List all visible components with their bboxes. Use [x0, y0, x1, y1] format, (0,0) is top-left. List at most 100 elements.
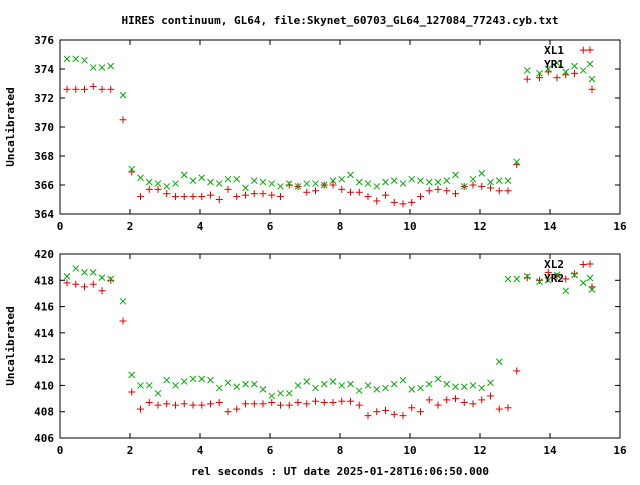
upper-point-yr1 [355, 178, 363, 186]
upper-series-yr1 [63, 55, 596, 192]
upper-point-xl1 [137, 193, 144, 201]
upper-point-xl1 [364, 193, 372, 201]
lower-point-xl2 [189, 401, 197, 409]
x-axis-label: rel seconds : UT date 2025-01-28T16:06:5… [191, 465, 489, 478]
lower-point-xl2 [571, 270, 578, 278]
lower-point-yr2 [294, 382, 302, 389]
lower-point-yr2 [487, 379, 494, 387]
upper-point-xl1 [259, 190, 267, 198]
lower-point-xl2 [579, 261, 587, 269]
lower-point-yr2 [443, 380, 451, 388]
lower-y-axis-label: Uncalibrated [4, 306, 17, 385]
upper-y-tick-label: 366 [34, 179, 54, 192]
lower-x-tick-label: 2 [127, 444, 134, 457]
upper-legend-label-xl1: XL1 [544, 44, 564, 57]
lower-x-tick-label: 6 [267, 444, 274, 457]
upper-y-axis-label: Uncalibrated [4, 87, 17, 166]
upper-point-xl1 [303, 188, 311, 196]
upper-point-xl1 [172, 193, 179, 201]
lower-point-xl2 [320, 399, 328, 407]
lower-point-yr2 [312, 384, 319, 392]
lower-series-xl2 [63, 261, 596, 420]
upper-point-yr1 [242, 184, 249, 192]
upper-point-xl1 [452, 190, 459, 198]
lower-point-xl2 [207, 400, 214, 408]
lower-x-tick-label: 16 [613, 444, 627, 457]
upper-x-tick-label: 12 [473, 220, 486, 233]
lower-point-yr2 [81, 269, 88, 276]
lower-point-yr2 [460, 383, 468, 391]
upper-point-xl1 [163, 190, 171, 198]
lower-point-xl2 [536, 276, 543, 284]
upper-point-yr1 [579, 67, 587, 74]
lower-point-xl2 [399, 412, 407, 420]
lower-series-yr2 [63, 265, 596, 400]
upper-point-xl1 [329, 181, 337, 189]
upper-point-yr1 [408, 175, 416, 183]
lower-point-yr2 [434, 375, 442, 383]
lower-point-yr2 [107, 275, 115, 283]
upper-point-yr1 [495, 177, 503, 185]
upper-point-xl1 [571, 69, 578, 77]
upper-point-xl1 [233, 193, 241, 201]
lower-point-yr2 [189, 375, 197, 383]
upper-legend-marker-yr1 [586, 60, 594, 68]
upper-x-tick-label: 2 [127, 220, 134, 233]
upper-point-yr1 [425, 178, 433, 186]
upper-point-xl1 [373, 197, 381, 205]
lower-point-xl2 [553, 272, 561, 280]
lower-point-xl2 [355, 401, 363, 409]
lower-point-xl2 [198, 401, 206, 409]
upper-point-xl1 [89, 82, 97, 90]
lower-point-yr2 [513, 275, 521, 283]
lower-x-tick-label: 10 [403, 444, 416, 457]
lower-point-yr2 [207, 376, 214, 384]
upper-point-yr1 [417, 177, 424, 185]
lower-point-xl2 [460, 399, 468, 407]
upper-point-xl1 [399, 200, 407, 208]
lower-point-yr2 [72, 265, 80, 272]
lower-point-xl2 [303, 400, 311, 408]
lower-point-xl2 [215, 399, 223, 407]
lower-point-xl2 [513, 367, 521, 375]
upper-point-yr1 [277, 183, 284, 190]
upper-point-yr1 [233, 175, 241, 183]
upper-point-xl1 [434, 185, 442, 193]
lower-point-xl2 [128, 388, 136, 396]
upper-point-xl1 [145, 185, 153, 193]
upper-y-tick-label: 372 [34, 92, 54, 105]
upper-point-yr1 [452, 171, 459, 179]
upper-point-xl1 [536, 74, 543, 82]
upper-x-tick-label: 16 [613, 220, 627, 233]
lower-point-yr2 [588, 286, 596, 293]
lower-y-tick-label: 408 [34, 406, 54, 419]
lower-point-xl2 [544, 268, 552, 276]
lower-y-tick-label: 414 [34, 327, 54, 340]
upper-point-yr1 [504, 177, 512, 185]
lower-point-xl2 [523, 274, 531, 282]
lower-point-yr2 [268, 392, 276, 400]
upper-point-yr1 [207, 178, 214, 186]
lower-point-yr2 [128, 371, 136, 379]
upper-point-yr1 [215, 180, 223, 187]
upper-panel: Uncalibrated 0 2 4 6 8 10 12 14 16 364 366 368 370 372… [4, 34, 627, 233]
upper-point-xl1 [504, 187, 512, 195]
lower-point-xl2 [487, 392, 494, 400]
upper-x-tick-label: 4 [197, 220, 204, 233]
lower-plot-frame [59, 253, 621, 439]
lower-point-xl2 [63, 279, 71, 287]
upper-point-yr1 [487, 178, 494, 186]
upper-point-xl1 [408, 198, 416, 206]
lower-point-xl2 [443, 396, 451, 404]
lower-point-xl2 [390, 410, 398, 418]
upper-point-yr1 [364, 180, 372, 187]
upper-point-xl1 [523, 75, 531, 83]
upper-point-yr1 [259, 178, 267, 186]
lower-point-xl2 [478, 396, 486, 404]
upper-point-yr1 [89, 64, 97, 71]
upper-point-yr1 [107, 62, 115, 70]
upper-point-yr1 [119, 91, 127, 99]
lower-point-yr2 [425, 380, 433, 388]
upper-legend-label-yr1: YR1 [544, 58, 564, 71]
lower-point-yr2 [338, 382, 346, 389]
